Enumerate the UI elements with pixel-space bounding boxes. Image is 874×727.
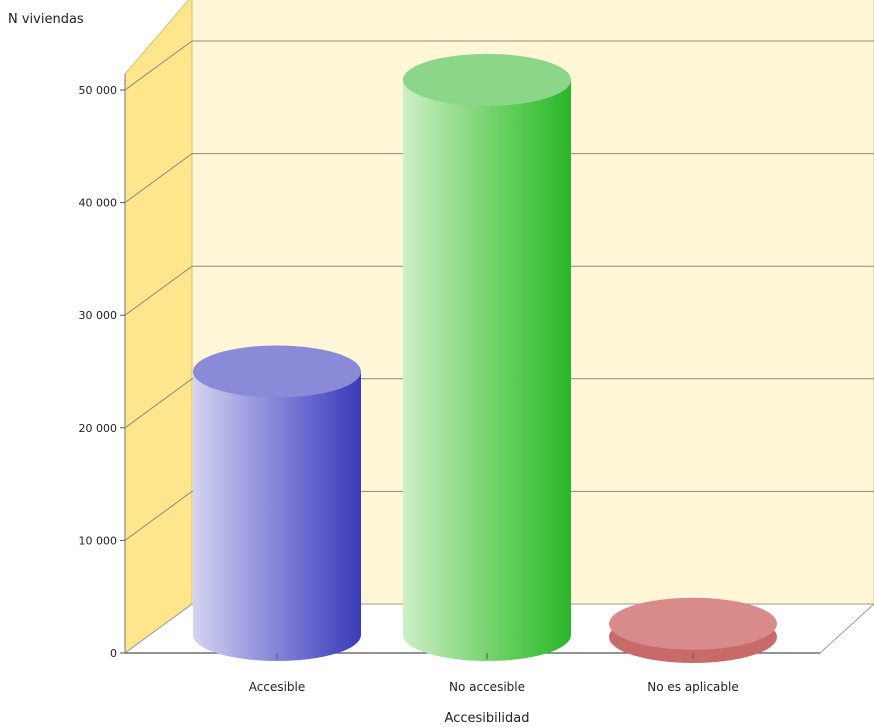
- bars: [193, 53, 777, 663]
- y-tick-label: 20 000: [79, 422, 118, 435]
- gridlines: [124, 40, 874, 541]
- gridline: [124, 378, 874, 429]
- x-tick-label: No es aplicable: [647, 680, 739, 694]
- bar-no-accesible: [403, 53, 571, 661]
- y-tick-label: 10 000: [79, 534, 118, 547]
- bar-top: [193, 345, 361, 398]
- bar-no-es-aplicable: [609, 597, 777, 663]
- side-wall: [124, 0, 193, 654]
- x-tick-label: Accesible: [249, 680, 306, 694]
- gridline: [124, 40, 874, 91]
- gridline: [124, 490, 874, 541]
- y-tick-label: 50 000: [79, 84, 118, 97]
- gridline: [124, 153, 874, 204]
- x-axis-ticks: Accesible No accesible No es aplicable: [249, 653, 739, 694]
- x-axis-label: Accesibilidad: [445, 711, 530, 726]
- x-tick-label: No accesible: [449, 680, 525, 694]
- bar-top: [403, 53, 571, 106]
- bar-body: [193, 371, 361, 661]
- bar-body: [403, 79, 571, 661]
- gridline: [124, 265, 874, 316]
- y-axis-ticks: 0 10 000 20 000 30 000 40 000 50 000: [79, 84, 125, 660]
- y-tick-label: 0: [110, 647, 117, 660]
- y-axis-label: N viviendas: [8, 12, 84, 27]
- y-tick-label: 30 000: [79, 309, 118, 322]
- bar-accesible: [193, 345, 361, 661]
- y-tick-label: 40 000: [79, 197, 118, 210]
- bar-top: [609, 597, 777, 650]
